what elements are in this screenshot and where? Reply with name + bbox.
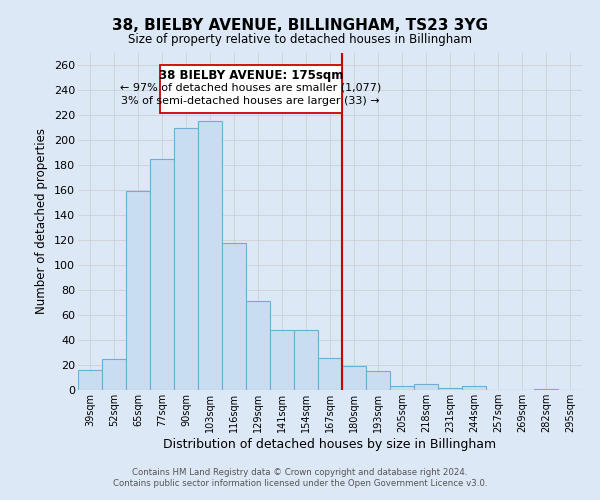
Bar [78, 370, 102, 390]
Bar [222, 242, 246, 390]
Text: 38, BIELBY AVENUE, BILLINGHAM, TS23 3YG: 38, BIELBY AVENUE, BILLINGHAM, TS23 3YG [112, 18, 488, 32]
Text: Size of property relative to detached houses in Billingham: Size of property relative to detached ho… [128, 32, 472, 46]
Bar [150, 159, 174, 390]
Bar [342, 366, 366, 390]
Text: 38 BIELBY AVENUE: 175sqm: 38 BIELBY AVENUE: 175sqm [158, 68, 343, 82]
Bar [414, 384, 438, 390]
Bar [126, 191, 150, 390]
Bar [318, 358, 342, 390]
FancyBboxPatch shape [160, 65, 342, 112]
Bar [438, 388, 462, 390]
Bar [102, 359, 126, 390]
Bar [294, 330, 318, 390]
Bar [390, 386, 414, 390]
Y-axis label: Number of detached properties: Number of detached properties [35, 128, 49, 314]
Text: 3% of semi-detached houses are larger (33) →: 3% of semi-detached houses are larger (3… [121, 96, 380, 106]
Bar [246, 301, 270, 390]
Text: ← 97% of detached houses are smaller (1,077): ← 97% of detached houses are smaller (1,… [120, 82, 382, 92]
Bar [270, 330, 294, 390]
Bar [366, 371, 390, 390]
Bar [462, 386, 486, 390]
X-axis label: Distribution of detached houses by size in Billingham: Distribution of detached houses by size … [163, 438, 497, 451]
Text: Contains HM Land Registry data © Crown copyright and database right 2024.
Contai: Contains HM Land Registry data © Crown c… [113, 468, 487, 487]
Bar [534, 389, 558, 390]
Bar [198, 121, 222, 390]
Bar [174, 128, 198, 390]
